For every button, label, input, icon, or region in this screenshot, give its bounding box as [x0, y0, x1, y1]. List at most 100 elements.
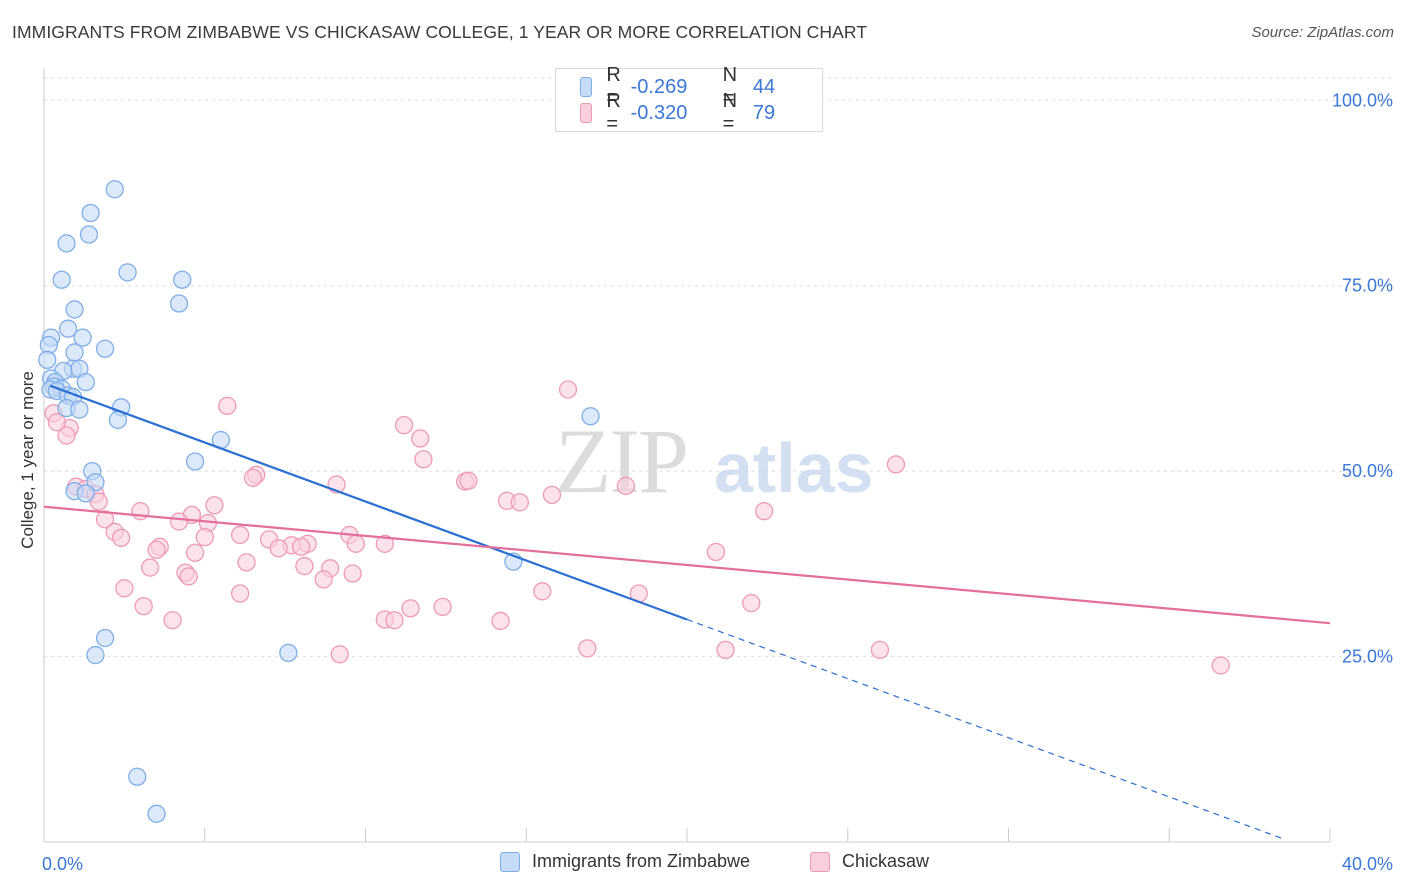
chickasaw-point [237, 553, 256, 572]
chickasaw-point [218, 396, 237, 416]
zimbabwe-point [185, 452, 205, 471]
chickasaw-point [95, 510, 115, 529]
chickasaw-point [716, 640, 735, 660]
bottom-legend: Immigrants from Zimbabwe Chickasaw [0, 851, 1406, 877]
chickasaw-point [578, 639, 597, 658]
chickasaw-point [375, 534, 394, 553]
y-axis-title: College, 1 year or more [18, 371, 37, 549]
chickasaw-point [870, 640, 890, 660]
chickasaw-point [414, 450, 433, 469]
chickasaw-point [147, 540, 166, 559]
chickasaw-point [243, 468, 263, 487]
zimbabwe-point [70, 400, 89, 419]
zimbabwe-point [95, 339, 115, 358]
watermark-atlas: atlas [714, 429, 874, 507]
chickasaw-point [205, 496, 224, 515]
bottom-legend-swatch-chickasaw [810, 851, 830, 872]
series-zimbabwe-points [38, 180, 600, 823]
zimbabwe-point [86, 645, 105, 665]
legend-n-label: N = [722, 64, 738, 109]
chickasaw-point [330, 645, 349, 664]
y-tick-label: 25.0% [1342, 647, 1393, 667]
chickasaw-point [706, 542, 726, 562]
chickasaw-point [742, 594, 761, 613]
chickasaw-point [314, 570, 333, 589]
chickasaw-point [755, 502, 774, 521]
tick-labels: 25.0% 50.0% 75.0% 100.0% 0.0% 40.0% [42, 90, 1393, 874]
zimbabwe-point [128, 767, 147, 786]
chickasaw-point [115, 579, 134, 598]
chickasaw-point [401, 599, 420, 618]
chickasaw-point [411, 429, 430, 448]
chickasaw-point [185, 543, 205, 562]
legend-row-chickasaw: R = -0.320 N = 79 [580, 90, 845, 135]
watermark-zip: ZIP [555, 410, 687, 512]
zimbabwe-point [95, 628, 115, 648]
zimbabwe-point [81, 203, 100, 223]
zimbabwe-point [65, 300, 84, 319]
zimbabwe-point [38, 350, 57, 370]
chickasaw-point [433, 597, 452, 617]
chickasaw-point [179, 567, 198, 586]
chart-title: IMMIGRANTS FROM ZIMBABWE VS CHICKASAW CO… [12, 22, 868, 42]
x-tick-label: 40.0% [1342, 854, 1393, 874]
trend-line-zimbabwe-extension [686, 618, 1282, 839]
zimbabwe-point [147, 804, 166, 823]
chickasaw-point [394, 415, 414, 435]
chickasaw-point [346, 534, 366, 553]
legend-r-value: -0.269 [630, 75, 688, 98]
chickasaw-point [491, 611, 510, 631]
chickasaw-point [163, 611, 182, 630]
zimbabwe-point [76, 484, 95, 503]
chickasaw-point [169, 512, 189, 531]
chickasaw-point [292, 537, 311, 556]
zimbabwe-point [279, 643, 298, 663]
zimbabwe-point [65, 343, 84, 362]
chickasaw-point [510, 493, 529, 512]
chickasaw-point [195, 527, 214, 547]
legend-n-value: 44 [752, 75, 776, 98]
chickasaw-point [886, 455, 906, 474]
chickasaw-point [1211, 656, 1230, 675]
bottom-legend-chickasaw: Chickasaw [810, 851, 929, 872]
legend-r-label: R = [606, 64, 621, 109]
chickasaw-point [459, 471, 478, 490]
legend-r-label: R = [606, 90, 621, 135]
chickasaw-point [616, 476, 636, 496]
chickasaw-point [89, 492, 108, 511]
legend-n-value: 79 [752, 101, 776, 124]
chickasaw-point [343, 564, 362, 583]
trend-lines [43, 384, 1331, 839]
legend-swatch-chickasaw [580, 103, 593, 123]
zimbabwe-point [108, 410, 128, 430]
zimbabwe-point [105, 180, 124, 199]
chickasaw-point [134, 596, 153, 616]
legend-row-zimbabwe: R = -0.269 N = 44 [580, 64, 845, 109]
chickasaw-point [230, 525, 250, 545]
chickasaw-point [112, 528, 131, 548]
zimbabwe-point [173, 270, 192, 289]
chickasaw-point [131, 502, 150, 521]
zimbabwe-point [118, 263, 137, 282]
zimbabwe-point [73, 328, 92, 347]
chickasaw-point [140, 558, 160, 577]
zimbabwe-point [58, 319, 78, 338]
bottom-legend-swatch-zimbabwe [500, 851, 520, 872]
legend-swatch-zimbabwe [580, 77, 593, 97]
zimbabwe-point [52, 270, 71, 289]
legend-r-value: -0.320 [630, 101, 688, 124]
y-tick-label: 50.0% [1342, 461, 1393, 481]
bottom-legend-zimbabwe: Immigrants from Zimbabwe [500, 851, 750, 872]
chickasaw-point [385, 611, 404, 630]
zimbabwe-point [169, 294, 189, 313]
zimbabwe-point [79, 225, 99, 244]
trend-line-chickasaw [43, 505, 1331, 625]
y-tick-label: 75.0% [1342, 276, 1393, 296]
zimbabwe-point [76, 372, 95, 392]
bottom-legend-label-zimbabwe: Immigrants from Zimbabwe [532, 851, 751, 871]
y-tick-label: 100.0% [1332, 90, 1393, 110]
trend-line-zimbabwe [50, 384, 688, 621]
stats-legend: R = -0.269 N = 44 R = -0.320 N = 79 [555, 64, 823, 135]
zimbabwe-point [581, 407, 600, 426]
